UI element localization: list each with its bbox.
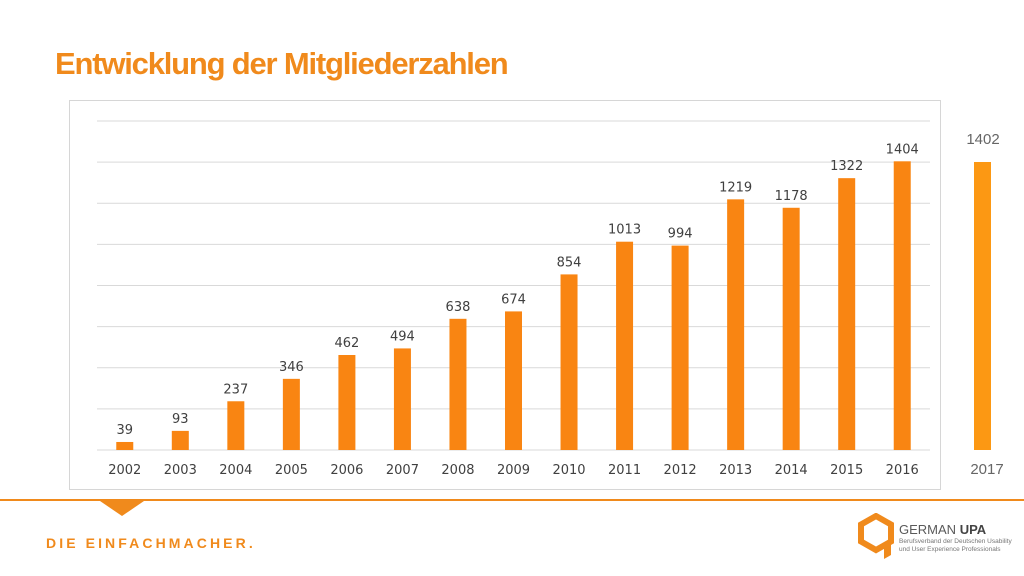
bar-2004 bbox=[227, 401, 245, 450]
x-tick-2016: 2016 bbox=[886, 463, 919, 478]
bar-2007 bbox=[393, 348, 411, 450]
bar-2013 bbox=[727, 199, 745, 450]
data-label-2008: 638 bbox=[446, 300, 471, 315]
side-indicator-year: 2017 bbox=[970, 461, 1004, 478]
bar-2009 bbox=[505, 311, 522, 450]
bar-2015 bbox=[838, 178, 856, 450]
logo-name-part1: GERMAN bbox=[899, 522, 957, 537]
bar-2002 bbox=[116, 441, 134, 450]
data-label-2011: 1013 bbox=[608, 223, 641, 238]
data-label-2003: 93 bbox=[172, 412, 189, 427]
x-tick-2014: 2014 bbox=[775, 463, 808, 478]
x-tick-2005: 2005 bbox=[275, 463, 308, 478]
x-tick-2002: 2002 bbox=[108, 463, 141, 478]
logo-name-part2: UPA bbox=[959, 522, 987, 537]
x-tick-2006: 2006 bbox=[330, 463, 363, 478]
bar-2005 bbox=[282, 378, 300, 450]
bar-2016 bbox=[893, 161, 911, 451]
data-label-2007: 494 bbox=[390, 329, 415, 344]
x-tick-2004: 2004 bbox=[219, 463, 252, 478]
side-indicator-value: 1402 bbox=[966, 131, 1000, 148]
data-label-2015: 1322 bbox=[830, 159, 863, 174]
x-tick-2007: 2007 bbox=[386, 463, 419, 478]
tagline: DIE EINFACHMACHER. bbox=[46, 535, 256, 551]
data-label-2002: 39 bbox=[116, 423, 133, 438]
x-tick-2012: 2012 bbox=[664, 463, 697, 478]
german-upa-logo: GERMAN UPA Berufsverband der Deutschen U… bbox=[858, 513, 1018, 565]
data-label-2010: 854 bbox=[557, 255, 582, 270]
bar-2008 bbox=[449, 318, 467, 450]
data-label-2009: 674 bbox=[501, 292, 526, 307]
x-tick-2009: 2009 bbox=[497, 463, 530, 478]
bar-2012 bbox=[671, 245, 689, 450]
side-indicator-bar bbox=[974, 162, 991, 450]
data-label-2013: 1219 bbox=[719, 180, 752, 195]
bar-2003 bbox=[171, 430, 189, 450]
data-label-2012: 994 bbox=[668, 227, 693, 242]
x-tick-2010: 2010 bbox=[552, 463, 585, 478]
footer-divider bbox=[0, 499, 1024, 501]
logo-subtitle: Berufsverband der Deutschen Usability un… bbox=[899, 538, 1012, 553]
data-label-2006: 462 bbox=[334, 336, 359, 351]
hexagon-logo-icon bbox=[858, 513, 894, 559]
x-tick-2011: 2011 bbox=[608, 463, 641, 478]
slide-title: Entwicklung der Mitgliederzahlen bbox=[55, 46, 509, 81]
logo-name: GERMAN UPA bbox=[899, 522, 986, 537]
x-tick-2003: 2003 bbox=[164, 463, 197, 478]
x-tick-2013: 2013 bbox=[719, 463, 752, 478]
footer-pointer bbox=[100, 501, 144, 516]
bar-2006 bbox=[338, 355, 356, 450]
bar-chart: 39 2002 93 2003 237 2004 346 2005 462 2006 494 2007… bbox=[97, 120, 930, 478]
bar-2010 bbox=[560, 274, 578, 450]
data-label-2005: 346 bbox=[279, 360, 304, 375]
bar-2011 bbox=[616, 241, 634, 450]
data-label-2004: 237 bbox=[223, 382, 248, 397]
data-label-2016: 1404 bbox=[886, 142, 919, 157]
data-label-2014: 1178 bbox=[775, 189, 808, 204]
chart-frame: 39 2002 93 2003 237 2004 346 2005 462 2006 494 2007… bbox=[69, 100, 941, 490]
bar-2014 bbox=[782, 207, 800, 450]
x-tick-2015: 2015 bbox=[830, 463, 863, 478]
x-tick-2008: 2008 bbox=[441, 463, 474, 478]
